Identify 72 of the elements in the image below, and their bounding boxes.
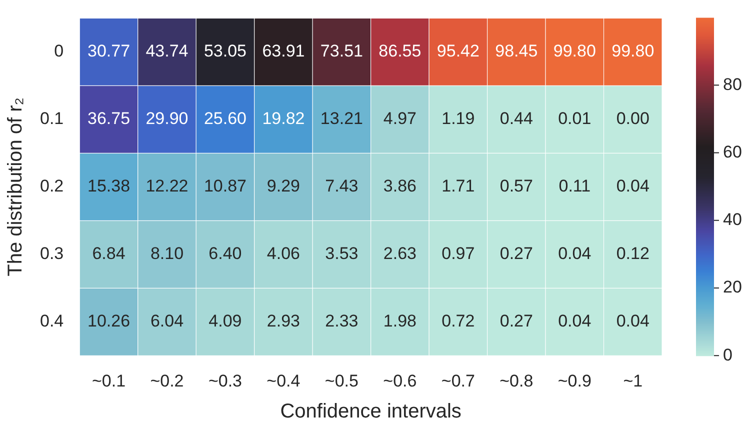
data-label: 0.44: [500, 109, 533, 128]
data-label: 4.09: [208, 312, 242, 331]
data-label: 0.12: [616, 244, 650, 264]
data-label: 2.33: [325, 312, 358, 331]
data-label: 0.04: [616, 312, 650, 331]
data-label: 3.86: [383, 176, 416, 196]
data-label: 7.43: [325, 176, 358, 196]
data-label: 63.91: [262, 42, 305, 61]
x-axis-title: Confidence intervals: [280, 400, 462, 423]
data-label: 0.04: [558, 244, 592, 264]
data-label: 0.11: [558, 176, 591, 196]
x-tick-label: ~0.7: [441, 371, 475, 390]
data-label: 0.00: [616, 109, 650, 128]
y-tick-label: 0.3: [40, 244, 64, 264]
data-label: 0.27: [500, 244, 533, 264]
x-tick-label: ~1: [623, 371, 643, 390]
data-label: 12.22: [146, 176, 188, 196]
y-tick-label: 0.2: [40, 176, 64, 196]
data-label: 53.05: [204, 42, 246, 61]
data-label: 1.71: [442, 176, 475, 196]
data-label: 15.38: [87, 176, 130, 196]
data-label: 0.04: [558, 312, 592, 331]
x-tick-label: ~0.2: [150, 371, 184, 390]
x-tick-label: ~0.3: [208, 371, 242, 390]
data-label: 73.51: [320, 42, 363, 61]
data-label: 2.93: [266, 312, 300, 331]
data-label: 8.10: [150, 244, 184, 264]
color-bar-label: 60: [723, 142, 742, 162]
data-label: 10.87: [204, 176, 246, 196]
data-label: 6.40: [208, 244, 242, 264]
data-label: 30.77: [87, 42, 130, 61]
x-tick-label: ~0.4: [266, 371, 300, 390]
color-bar-label: 0: [723, 345, 732, 364]
x-tick-label: ~0.6: [383, 371, 417, 390]
data-label: 95.42: [436, 42, 480, 61]
data-label: 4.97: [383, 109, 416, 128]
data-label: 1.19: [442, 109, 475, 128]
data-label: 99.80: [553, 42, 596, 61]
data-label: 0.57: [500, 176, 533, 196]
data-label: 0.97: [442, 244, 475, 264]
data-label: 1.98: [383, 312, 416, 331]
data-label: 9.29: [266, 176, 300, 196]
data-label: 19.82: [262, 109, 305, 128]
data-label: 3.53: [325, 244, 358, 264]
x-tick-label: ~0.8: [500, 371, 534, 390]
color-bar-label: 40: [723, 210, 742, 230]
y-tick-label: 0.1: [40, 109, 64, 128]
x-tick-label: ~0.5: [324, 371, 358, 390]
x-tick-label: ~0.1: [92, 371, 126, 390]
data-label: 4.06: [266, 244, 300, 264]
data-label: 99.80: [612, 42, 654, 61]
data-label: 98.45: [495, 42, 538, 61]
data-label: 29.90: [146, 109, 188, 128]
data-label: 13.21: [320, 109, 363, 128]
data-label: 10.26: [87, 312, 130, 331]
color-bar-label: 20: [723, 278, 742, 297]
color-bar-label: 80: [723, 74, 742, 94]
data-label: 86.55: [378, 42, 422, 61]
y-tick-label: 0: [54, 42, 64, 61]
data-label: 6.84: [92, 244, 126, 264]
data-label: 0.27: [500, 312, 533, 331]
data-label: 43.74: [146, 42, 188, 61]
data-label: 0.01: [558, 109, 592, 128]
data-label: 6.04: [150, 312, 184, 331]
y-tick-label: 0.4: [40, 312, 64, 331]
x-tick-label: ~0.9: [558, 371, 592, 390]
data-label: 0.04: [616, 176, 650, 196]
data-label: 2.63: [383, 244, 416, 264]
data-label: 25.60: [204, 109, 246, 128]
y-axis-title: The distribution of r₂: [4, 97, 27, 276]
data-label: 36.75: [87, 109, 130, 128]
data-label: 0.72: [442, 312, 475, 331]
